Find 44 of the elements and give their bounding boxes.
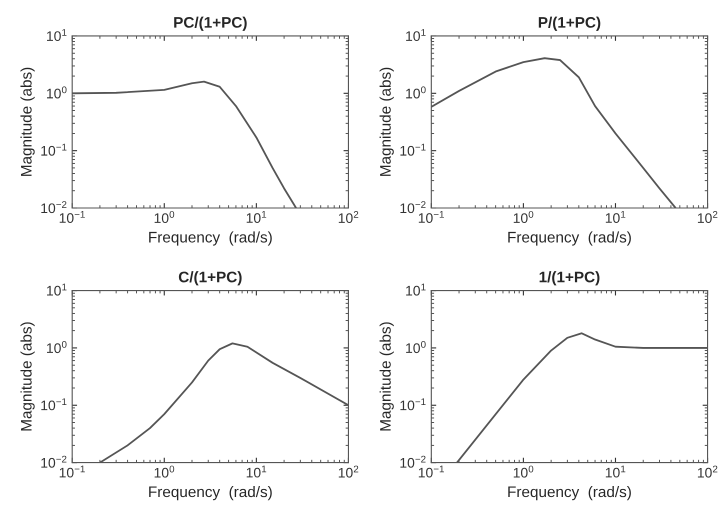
chart-title: C/(1+PC)	[178, 271, 242, 286]
y-tick-label: 10$^{1}$	[406, 284, 426, 296]
x-axis-title: Frequency (rad/s)	[149, 486, 272, 500]
x-tick-label: 10$^{−1}$	[418, 210, 444, 223]
x-tick-label: 10$^{0}$	[514, 210, 534, 224]
y-tick-label: 10$^{0}$	[47, 86, 67, 98]
y-tick-label: 10$^{1}$	[47, 284, 66, 296]
x-tick-label: 10$^{2}$	[698, 210, 718, 224]
x-tick-label: 10$^{−1}$	[60, 210, 85, 223]
y-axis-title: Magnitude (abs)	[20, 68, 35, 176]
x-tick-label: 10$^{1}$	[246, 466, 266, 478]
x-tick-label: 10$^{−1}$	[60, 466, 85, 478]
x-tick-label: 10$^{0}$	[514, 466, 534, 478]
y-tick-label: 10$^{1}$	[406, 29, 426, 42]
x-tick-label: 10$^{2}$	[338, 210, 358, 224]
x-tick-label: 10$^{2}$	[338, 466, 358, 478]
x-tick-label: 10$^{1}$	[606, 466, 626, 478]
x-tick-label: 10$^{1}$	[606, 210, 626, 223]
x-axis-title: Frequency (rad/s)	[508, 486, 631, 500]
x-tick-label: 10$^{1}$	[246, 210, 266, 223]
y-tick-label: 10$^{−2}$	[400, 456, 426, 468]
chart-title: P/(1+PC)	[538, 16, 600, 31]
y-tick-label: 10$^{0}$	[47, 341, 67, 354]
y-tick-label: 10$^{−2}$	[41, 201, 66, 214]
y-tick-label: 10$^{−1}$	[41, 144, 66, 156]
x-axis-title: Frequency (rad/s)	[508, 231, 631, 246]
x-tick-label: 10$^{2}$	[698, 466, 718, 478]
chart-title: 1/(1+PC)	[540, 271, 600, 286]
y-tick-label: 10$^{0}$	[406, 341, 426, 354]
y-tick-label: 10$^{−1}$	[400, 398, 426, 410]
x-tick-label: 10$^{0}$	[154, 466, 174, 478]
y-axis-title: Magnitude (abs)	[20, 322, 35, 431]
x-axis-title: Frequency (rad/s)	[149, 231, 272, 246]
y-axis-title: Magnitude (abs)	[380, 68, 394, 176]
y-tick-label: 10$^{0}$	[406, 86, 426, 98]
x-tick-label: 10$^{0}$	[154, 210, 174, 224]
y-tick-label: 10$^{−1}$	[400, 144, 426, 156]
y-axis-title: Magnitude (abs)	[380, 322, 394, 431]
y-tick-label: 10$^{−2}$	[400, 201, 426, 214]
chart-title: PC/(1+PC)	[174, 16, 247, 31]
y-tick-label: 10$^{−2}$	[41, 456, 66, 468]
y-tick-label: 10$^{−1}$	[41, 398, 66, 410]
y-tick-label: 10$^{1}$	[47, 29, 66, 42]
x-tick-label: 10$^{−1}$	[418, 466, 444, 478]
